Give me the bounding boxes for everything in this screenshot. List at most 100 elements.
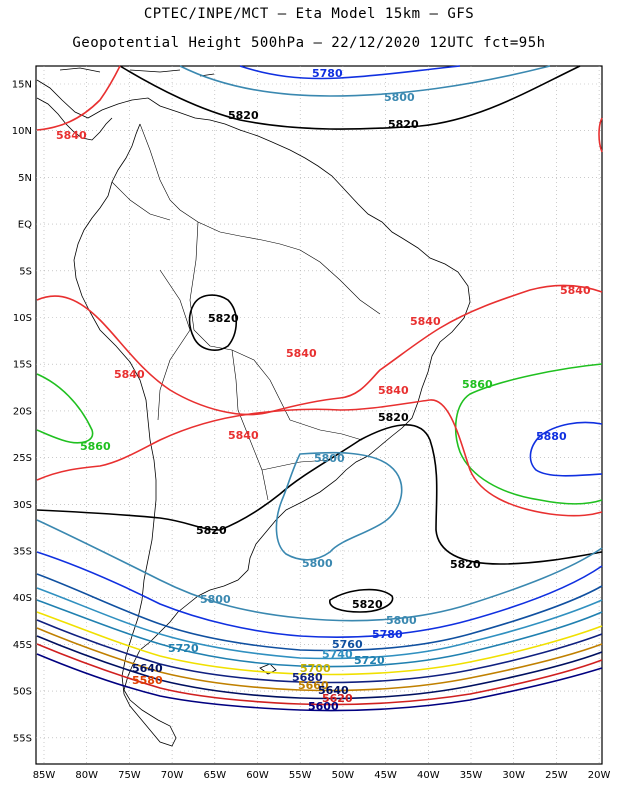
contour-5820-bolivia (188, 294, 238, 351)
lon-tick-label: 45W (374, 770, 397, 781)
label-5820-north-east: 5820 (388, 118, 419, 131)
contour-5600-south (36, 653, 603, 712)
label-5800-north: 5800 (384, 91, 415, 104)
label-5800-south: 5800 (386, 614, 417, 627)
label-5820-bolivia: 5820 (208, 312, 239, 325)
lat-tick-label: 15N (12, 80, 32, 91)
label-5820-argentina: 5820 (196, 524, 227, 537)
lon-tick-label: 25W (545, 770, 568, 781)
label-5740-south: 5740 (322, 648, 353, 661)
lat-tick-label: 5N (18, 173, 32, 184)
contour-5660-south (36, 627, 603, 692)
contour-5840-northwest (36, 65, 121, 131)
contour-5800-plata (275, 451, 403, 561)
contour-lines (36, 65, 603, 712)
label-5800-plata-south: 5800 (302, 557, 333, 570)
lon-tick-label: 80W (75, 770, 98, 781)
lat-tick-label: 20S (13, 406, 32, 417)
label-5840-northwest: 5840 (56, 129, 87, 142)
contour-5840-east-edge (598, 117, 603, 153)
lon-tick-label: 55W (289, 770, 312, 781)
label-5860-west: 5860 (80, 440, 111, 453)
lat-tick-label: 10S (13, 313, 32, 324)
chart-subtitle: Geopotential Height 500hPa – 22/12/2020 … (72, 35, 546, 51)
lat-tick-label: 10N (12, 126, 32, 137)
label-5780-south: 5780 (372, 628, 403, 641)
label-5800-patagonia: 5800 (200, 593, 231, 606)
label-5840-east: 5840 (560, 284, 591, 297)
lon-tick-label: 30W (502, 770, 525, 781)
lon-tick-label: 70W (161, 770, 184, 781)
label-5840-paraguay: 5840 (228, 429, 259, 442)
contour-5860-west (36, 373, 94, 444)
contour-5780-north (239, 65, 461, 80)
contour-5640-south (36, 635, 603, 700)
label-5700-south: 5700 (300, 662, 331, 675)
label-5600-south: 5600 (308, 700, 339, 713)
coastlines (36, 67, 471, 747)
label-5640-south: 5640 (318, 684, 349, 697)
label-5680-south: 5680 (292, 671, 323, 684)
contour-5800-south (36, 519, 603, 622)
label-5840-southeast: 5840 (378, 384, 409, 397)
contour-labels: 5780 5800 5820 5820 5840 5840 5820 5840 … (56, 67, 591, 713)
lat-tick-label: 35S (13, 547, 32, 558)
label-5820-low: 5820 (352, 598, 383, 611)
label-5820-coast: 5820 (378, 411, 409, 424)
label-5660-south: 5660 (298, 679, 329, 692)
contour-5880-east (529, 421, 603, 477)
label-5860-east: 5860 (462, 378, 493, 391)
label-5840-west: 5840 (114, 368, 145, 381)
lat-tick-label: 40S (13, 593, 32, 604)
lon-tick-label: 40W (417, 770, 440, 781)
graticule (36, 66, 602, 764)
label-5620-south: 5620 (322, 692, 353, 705)
label-5840-central: 5840 (286, 347, 317, 360)
label-5840-bahia: 5840 (410, 315, 441, 328)
lat-tick-label: EQ (18, 220, 32, 231)
label-5640-west: 5640 (132, 662, 163, 675)
contour-5800-north (179, 65, 551, 97)
label-5580-west: 5580 (132, 674, 163, 687)
lon-tick-label: 75W (118, 770, 141, 781)
lon-tick-label: 60W (246, 770, 269, 781)
label-5760-south: 5760 (332, 638, 363, 651)
contour-5840-central (36, 284, 603, 416)
label-5720-south: 5720 (354, 654, 385, 667)
lat-tick-label: 45S (13, 640, 32, 651)
label-5820-atlantic: 5820 (450, 558, 481, 571)
lon-tick-label: 20W (588, 770, 611, 781)
south-america-coast (36, 79, 471, 747)
label-5720-west: 5720 (168, 642, 199, 655)
contour-5760-south (36, 573, 603, 652)
central-america-coast (36, 97, 113, 141)
label-5800-plata-north: 5800 (314, 452, 345, 465)
lat-tick-label: 50S (13, 687, 32, 698)
lat-tick-label: 55S (13, 733, 32, 744)
contour-5820-south (36, 424, 603, 565)
lon-tick-label: 85W (33, 770, 56, 781)
chart-title: CPTEC/INPE/MCT – Eta Model 15km – GFS (143, 6, 475, 22)
lat-tick-label: 15S (13, 360, 32, 371)
contour-5720-south (36, 599, 603, 668)
contour-5700-south (36, 611, 603, 676)
lat-tick-label: 25S (13, 453, 32, 464)
contour-5840-south (36, 399, 603, 517)
lon-tick-label: 65W (203, 770, 226, 781)
contour-5680-south (36, 619, 603, 684)
label-5820-north-west: 5820 (228, 109, 259, 122)
contour-5620-south (36, 643, 603, 706)
contour-5820-north (119, 65, 581, 130)
map-frame (35, 65, 603, 765)
contour-5780-south (36, 551, 603, 639)
contour-5860-east (454, 363, 603, 505)
axis-ticks: 15N 10N 5N EQ 5S 10S 15S 20S 25S 30S 35S 40S 45S 50S 5… (12, 80, 611, 782)
country-borders (111, 123, 381, 501)
contour-5740-south (36, 587, 603, 660)
lon-tick-label: 50W (332, 770, 355, 781)
lon-tick-label: 35W (460, 770, 483, 781)
lat-tick-label: 5S (19, 266, 32, 277)
lat-tick-label: 30S (13, 500, 32, 511)
contour-5820-low (329, 588, 394, 613)
